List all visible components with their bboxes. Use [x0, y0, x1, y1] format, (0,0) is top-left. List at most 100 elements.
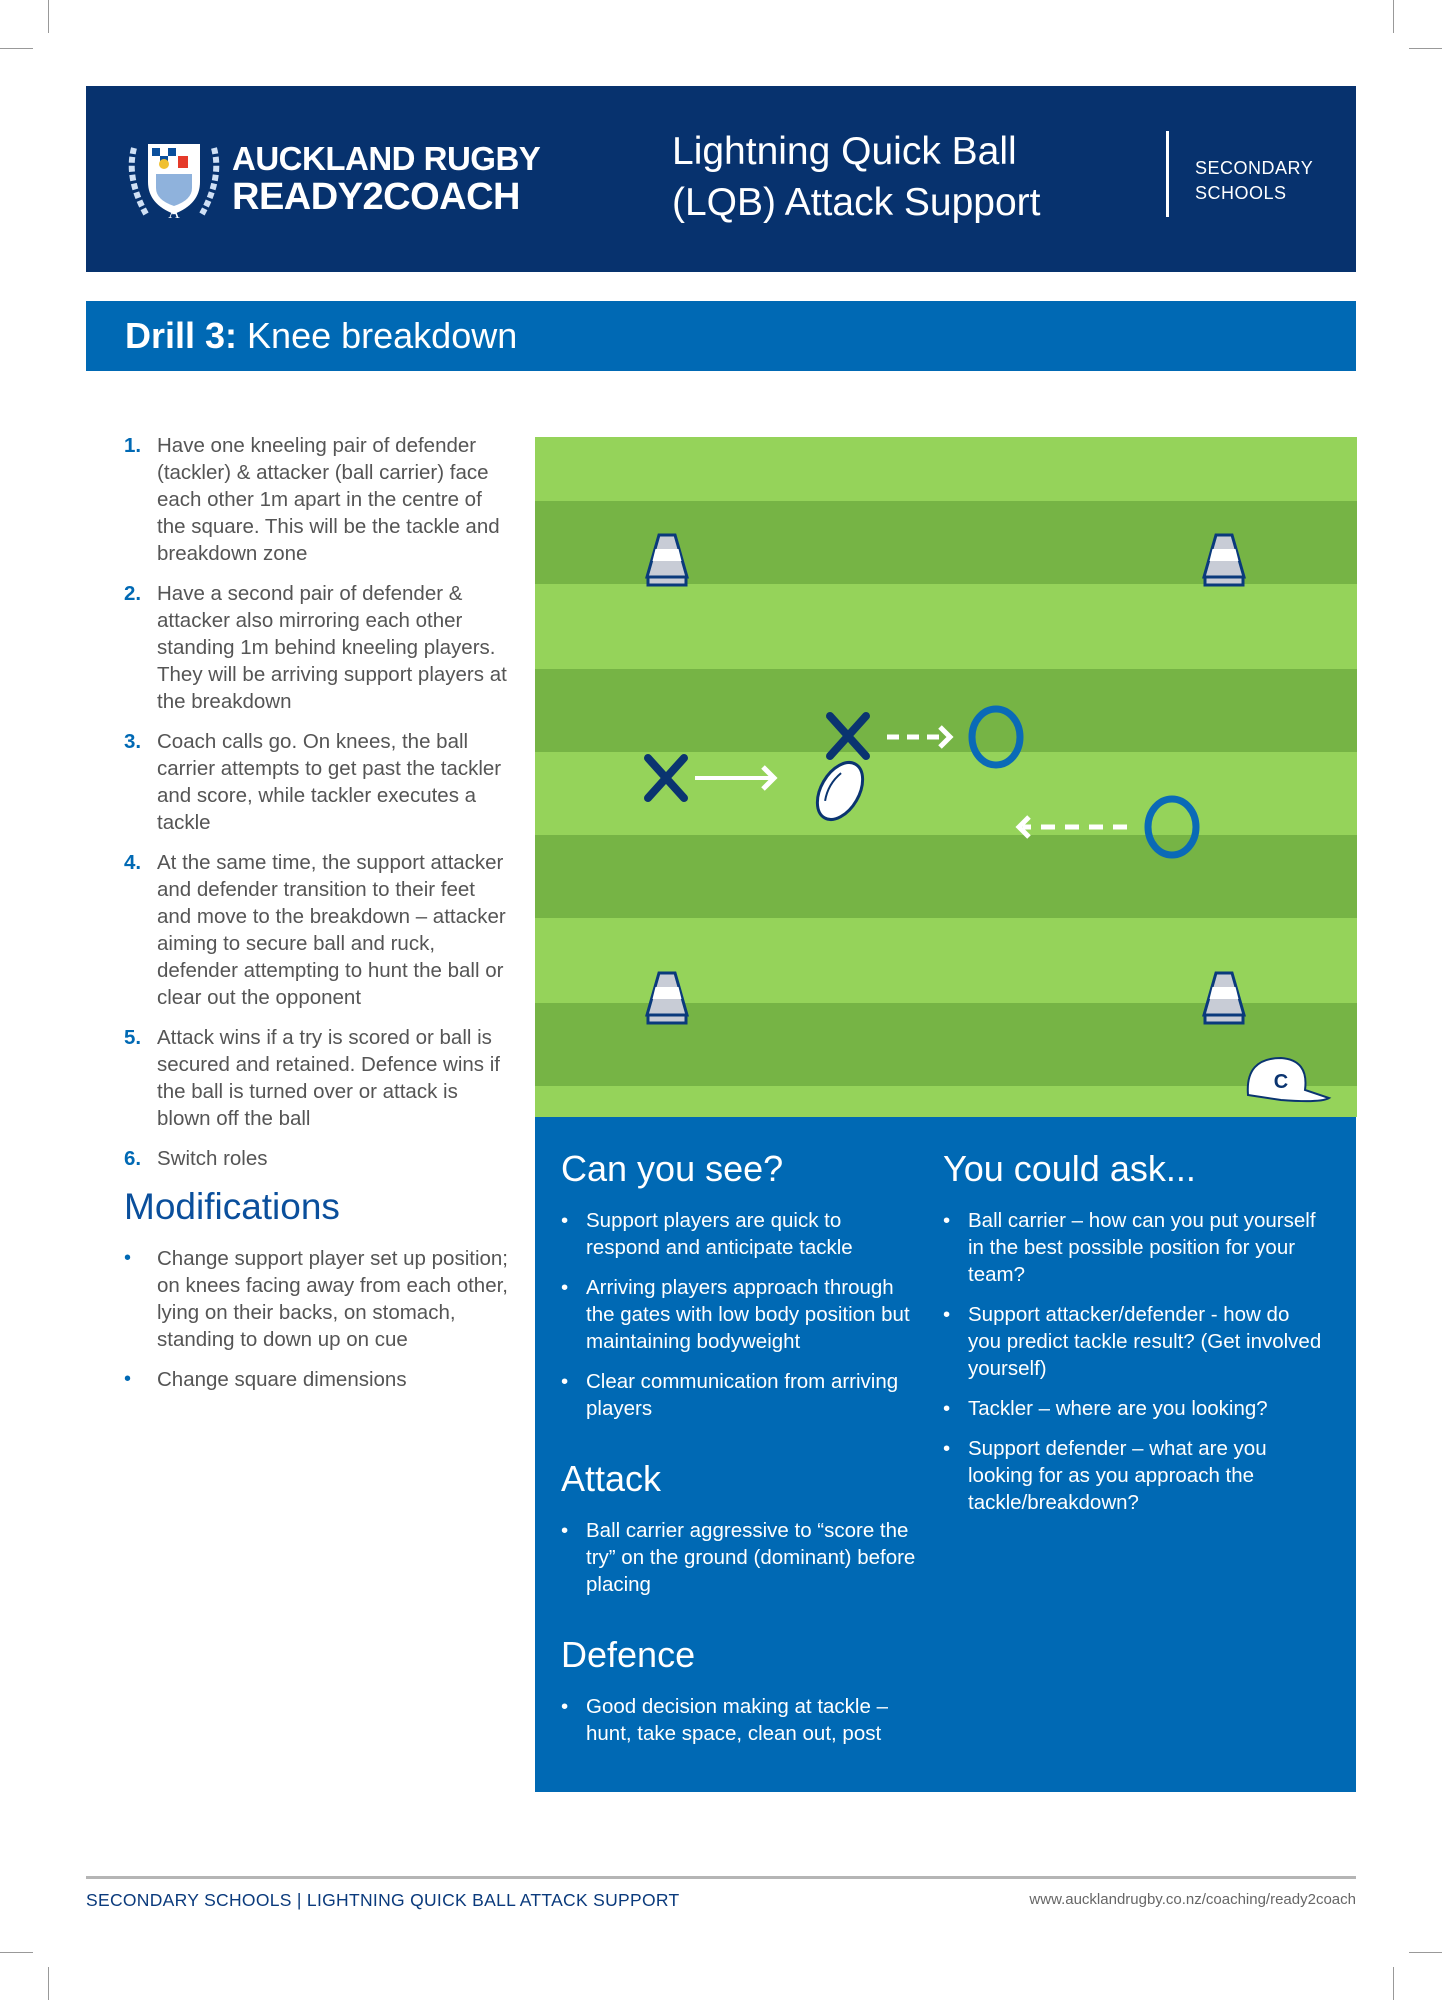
attack-text: Ball carrier aggressive to “score the tr… — [586, 1519, 916, 1596]
title-line-1: Lightning Quick Ball — [672, 130, 1017, 173]
drill-title-bar: Drill 3: Knee breakdown — [86, 301, 1356, 371]
bullet-icon: • — [561, 1370, 569, 1393]
defence-item: • Good decision making at tackle – hunt, … — [561, 1693, 921, 1747]
you-could-ask-text: Support attacker/defender - how do you p… — [968, 1303, 1322, 1380]
step-text: Coach calls go. On knees, the ball carri… — [157, 730, 502, 834]
bullet-icon: • — [561, 1519, 569, 1542]
dashed-arrow-icon — [1015, 815, 1127, 839]
crop-mark — [0, 1952, 33, 1953]
step-text: Switch roles — [157, 1147, 268, 1170]
can-you-see-text: Arriving players approach through the ga… — [586, 1276, 910, 1353]
rugby-ball-icon — [815, 761, 865, 821]
defender-circle-icon — [968, 705, 1024, 769]
coach-cap-letter: C — [1274, 1071, 1288, 1093]
you-could-ask-text: Tackler – where are you looking? — [968, 1397, 1268, 1420]
bullet-icon: • — [943, 1209, 951, 1232]
step-item: 4. At the same time, the support attacker… — [124, 849, 509, 1011]
crop-mark — [1409, 1952, 1442, 1953]
step-text: Attack wins if a try is scored or ball i… — [157, 1026, 501, 1130]
grass-stripe — [535, 1086, 1357, 1117]
can-you-see-text: Support players are quick to respond and… — [586, 1209, 853, 1259]
step-text: Have a second pair of defender & attacke… — [157, 582, 507, 713]
grass-stripe — [535, 584, 1357, 669]
you-could-ask-text: Ball carrier – how can you put yourself … — [968, 1209, 1316, 1286]
crop-mark — [1393, 0, 1394, 33]
step-number: 4. — [124, 851, 142, 874]
grass-stripe — [535, 437, 1357, 501]
modification-text: Change square dimensions — [157, 1368, 407, 1391]
can-you-see-text: Clear communication from arriving player… — [586, 1370, 899, 1420]
page-title: Lightning Quick Ball (LQB) Attack Suppor… — [672, 126, 1041, 228]
can-you-see-item: • Arriving players approach through the g… — [561, 1274, 921, 1355]
header-divider — [1166, 131, 1169, 217]
you-could-ask-item: • Ball carrier – how can you put yourself… — [943, 1207, 1328, 1288]
footer-url[interactable]: www.aucklandrugby.co.nz/coaching/ready2c… — [1029, 1891, 1356, 1908]
field-diagram: C — [535, 437, 1357, 1117]
left-column: Can you see? • Support players are quick … — [561, 1147, 921, 1760]
step-number: 5. — [124, 1026, 142, 1049]
audience-line-1: SECONDARY — [1195, 158, 1314, 178]
footer-title: SECONDARY SCHOOLS | LIGHTNING QUICK BALL… — [86, 1890, 680, 1910]
you-could-ask-text: Support defender – what are you looking … — [968, 1437, 1267, 1514]
bullet-icon: • — [943, 1437, 951, 1460]
modification-text: Change support player set up position; o… — [157, 1247, 509, 1351]
bullet-icon: • — [561, 1209, 569, 1232]
bullet-icon: • — [943, 1303, 951, 1326]
dashed-arrow-icon — [887, 725, 954, 749]
bullet-icon: • — [943, 1397, 951, 1420]
step-item: 5. Attack wins if a try is scored or ball… — [124, 1024, 509, 1132]
step-item: 1. Have one kneeling pair of defender (ta… — [124, 432, 509, 567]
bullet-icon: • — [561, 1276, 569, 1299]
instructions: 1. Have one kneeling pair of defender (ta… — [124, 432, 509, 1406]
bullet-icon: • — [561, 1695, 569, 1718]
audience-line-2: SCHOOLS — [1195, 183, 1287, 203]
step-item: 3. Coach calls go. On knees, the ball car… — [124, 728, 509, 836]
arrow-icon — [695, 765, 778, 791]
coach-cap-icon: C — [1246, 1056, 1332, 1103]
right-column: You could ask... • Ball carrier – how can… — [943, 1147, 1328, 1529]
crop-mark — [0, 48, 33, 49]
bullet-icon: • — [124, 1247, 132, 1269]
drill-name: Knee breakdown — [247, 315, 518, 356]
step-number: 3. — [124, 730, 142, 753]
step-text: Have one kneeling pair of defender (tack… — [157, 434, 500, 565]
defence-heading: Defence — [561, 1634, 696, 1675]
page-header: A AUCKLAND RUGBY READY2COACH Lightning Q… — [86, 86, 1356, 272]
footer-rule — [86, 1876, 1356, 1879]
logo-line-2: READY2COACH — [232, 176, 520, 218]
attack-heading: Attack — [561, 1458, 662, 1499]
can-you-see-item: • Support players are quick to respond an… — [561, 1207, 921, 1261]
crop-mark — [48, 1967, 49, 2000]
svg-text:A: A — [168, 205, 180, 222]
you-could-ask-heading: You could ask... — [943, 1148, 1196, 1189]
modification-item: • Change support player set up position; … — [124, 1245, 509, 1353]
modifications-heading: Modifications — [124, 1186, 340, 1227]
can-you-see-heading: Can you see? — [561, 1148, 784, 1189]
drill-number: Drill 3: — [125, 315, 238, 356]
logo-line-1: AUCKLAND RUGBY — [232, 140, 541, 177]
step-item: 2. Have a second pair of defender & attac… — [124, 580, 509, 715]
you-could-ask-item: • Tackler – where are you looking? — [943, 1395, 1328, 1422]
crop-mark — [1393, 1967, 1394, 2000]
drill-diagram: C — [535, 437, 1357, 1117]
auckland-rugby-logo: A AUCKLAND RUGBY READY2COACH — [124, 138, 564, 222]
step-number: 1. — [124, 434, 142, 457]
defender-circle-icon — [1144, 795, 1200, 859]
step-item: 6. Switch roles — [124, 1145, 509, 1172]
you-could-ask-item: • Support attacker/defender - how do you … — [943, 1301, 1328, 1382]
bullet-icon: • — [124, 1368, 132, 1390]
crest-icon: A — [128, 144, 220, 222]
audience-label: SECONDARY SCHOOLS — [1195, 156, 1313, 206]
step-text: At the same time, the support attacker a… — [157, 851, 506, 1009]
title-line-2: (LQB) Attack Support — [672, 181, 1041, 224]
defence-text: Good decision making at tackle – hunt, t… — [586, 1695, 888, 1745]
can-you-see-item: • Clear communication from arriving playe… — [561, 1368, 921, 1422]
step-number: 6. — [124, 1147, 142, 1170]
crop-mark — [1409, 48, 1442, 49]
attack-item: • Ball carrier aggressive to “score the t… — [561, 1517, 921, 1598]
step-number: 2. — [124, 582, 142, 605]
crop-mark — [48, 0, 49, 33]
you-could-ask-item: • Support defender – what are you looking… — [943, 1435, 1328, 1516]
modification-item: • Change square dimensions — [124, 1366, 509, 1393]
grass-stripe — [535, 835, 1357, 918]
